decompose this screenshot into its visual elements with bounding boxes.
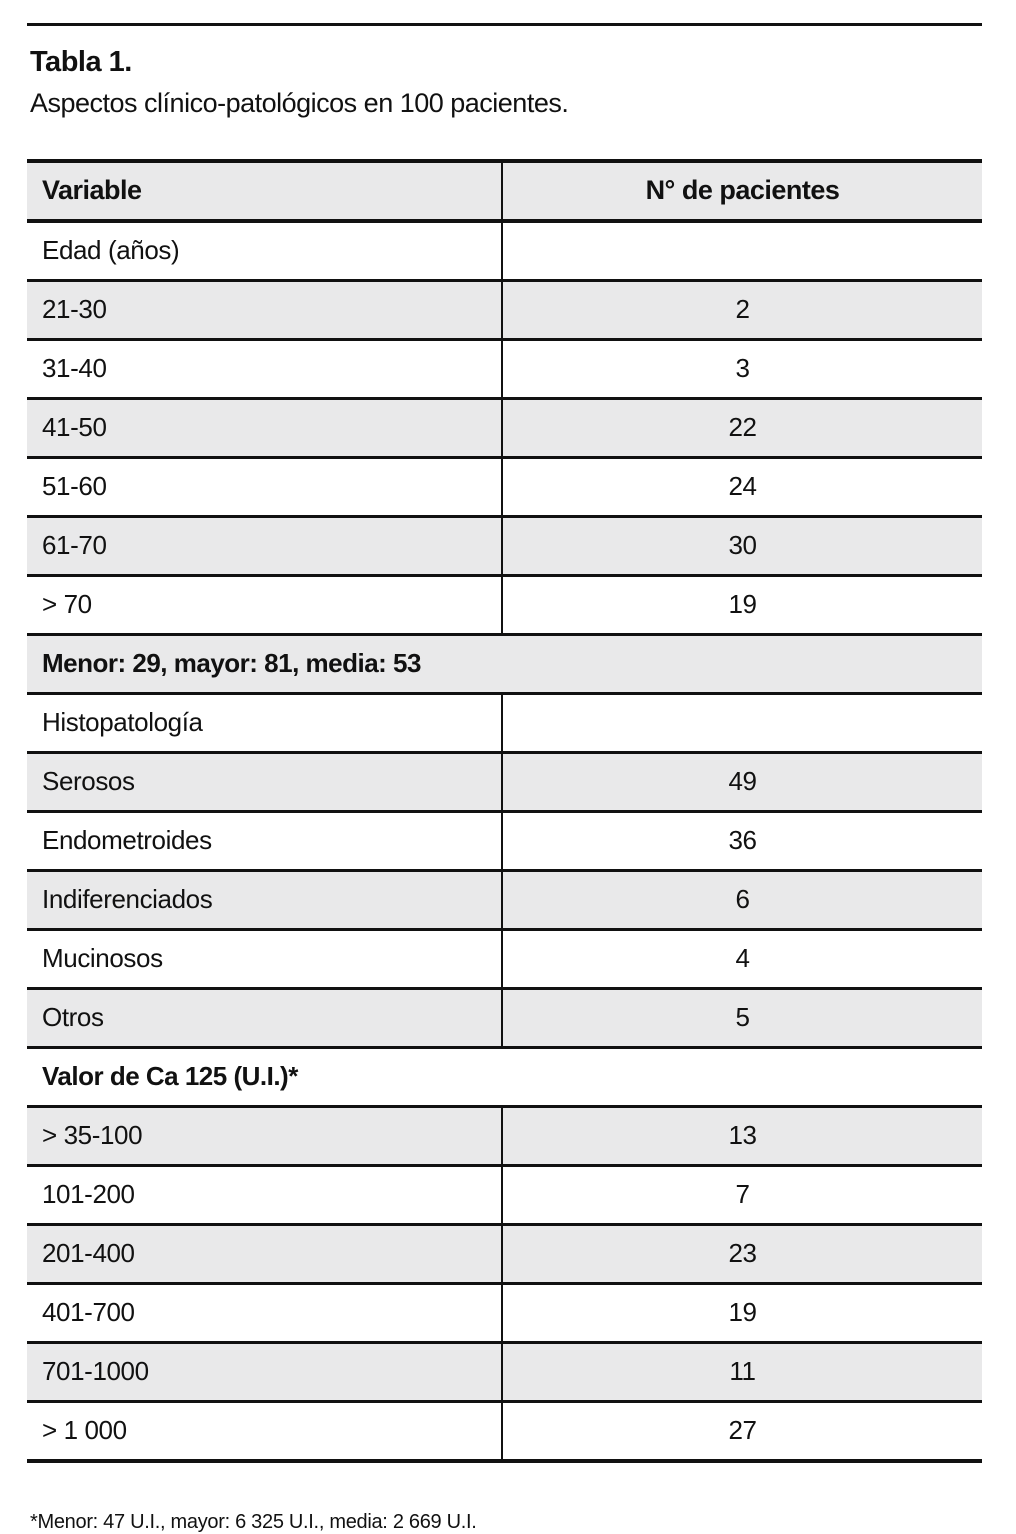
table-row: Indiferenciados 6 — [27, 870, 982, 931]
row-label: 31-40 — [27, 339, 502, 400]
row-value: 5 — [501, 988, 982, 1049]
table-row: 401-700 19 — [27, 1283, 982, 1344]
table-footnote: *Menor: 47 U.I., mayor: 6 325 U.I., medi… — [30, 1510, 477, 1533]
row-label: 401-700 — [27, 1283, 502, 1344]
row-value: 22 — [501, 398, 982, 459]
row-label: Serosos — [27, 752, 502, 813]
row-value — [501, 693, 982, 754]
row-value: 19 — [501, 575, 982, 636]
table-row: 51-60 24 — [27, 457, 982, 518]
row-label: Indiferenciados — [27, 870, 502, 931]
table-row: Mucinosos 4 — [27, 929, 982, 990]
table-row: 101-200 7 — [27, 1165, 982, 1226]
row-label: 101-200 — [27, 1165, 502, 1226]
row-label: > 1 000 — [42, 1415, 127, 1446]
row-label: Histopatología — [27, 693, 502, 754]
table-header: Variable N° de pacientes — [27, 160, 982, 223]
table-row: > 1 000 27 — [27, 1401, 982, 1461]
clinico-patologico-table: Variable N° de pacientes Edad (años) 21-3… — [27, 158, 982, 1463]
row-value: 19 — [501, 1283, 982, 1344]
row-value: 3 — [501, 339, 982, 400]
row-value: 11 — [501, 1342, 982, 1403]
table-row: > 35-100 13 — [27, 1106, 982, 1167]
section-row: Valor de Ca 125 (U.I.)* — [27, 1047, 982, 1108]
row-value: 2 — [501, 280, 982, 341]
row-value: 49 — [501, 752, 982, 813]
table-title: Tabla 1. — [30, 46, 132, 78]
row-value: 6 — [501, 870, 982, 931]
table-row: Edad (años) — [27, 220, 982, 282]
row-value: 27 — [501, 1401, 982, 1461]
column-header-n-pacientes: N° de pacientes — [501, 160, 982, 223]
section-row: Menor: 29, mayor: 81, media: 53 — [27, 634, 982, 695]
table-row: 701-1000 11 — [27, 1342, 982, 1403]
row-value: 13 — [501, 1106, 982, 1167]
table-row: 21-30 2 — [27, 280, 982, 341]
row-value: 7 — [501, 1165, 982, 1226]
row-value: 24 — [501, 457, 982, 518]
row-value: 30 — [501, 516, 982, 577]
table-row: Serosos 49 — [27, 752, 982, 813]
row-label: 51-60 — [27, 457, 502, 518]
row-value: 23 — [501, 1224, 982, 1285]
top-rule-divider — [27, 23, 982, 26]
row-label: Edad (años) — [27, 220, 502, 282]
row-label: > 70 — [27, 575, 502, 636]
row-value: 4 — [501, 929, 982, 990]
row-label: Endometroides — [27, 811, 502, 872]
row-label: 41-50 — [27, 398, 502, 459]
row-label: 201-400 — [27, 1224, 502, 1285]
row-value — [501, 220, 982, 282]
header-row: Variable N° de pacientes — [27, 160, 982, 223]
table-row: 201-400 23 — [27, 1224, 982, 1285]
row-label: 701-1000 — [27, 1342, 502, 1403]
table-row: Otros 5 — [27, 988, 982, 1049]
table-row: 61-70 30 — [27, 516, 982, 577]
column-header-variable: Variable — [27, 160, 502, 223]
row-label: 61-70 — [27, 516, 502, 577]
row-label: Mucinosos — [27, 929, 502, 990]
row-value: 36 — [501, 811, 982, 872]
table-subtitle: Aspectos clínico-patológicos en 100 paci… — [30, 87, 569, 118]
row-label: > 35-100 — [27, 1106, 502, 1167]
table-row: 31-40 3 — [27, 339, 982, 400]
row-label: Otros — [27, 988, 502, 1049]
table-body: Edad (años) 21-30 2 31-40 3 41-50 22 51-60 24 61-… — [27, 220, 982, 1461]
section-row-label: Valor de Ca 125 (U.I.)* — [27, 1047, 982, 1108]
table-row: 41-50 22 — [27, 398, 982, 459]
section-row-label: Menor: 29, mayor: 81, media: 53 — [27, 634, 982, 695]
table-row: > 70 19 — [27, 575, 982, 636]
row-label: 21-30 — [27, 280, 502, 341]
table-row: Histopatología — [27, 693, 982, 754]
table-row: Endometroides 36 — [27, 811, 982, 872]
